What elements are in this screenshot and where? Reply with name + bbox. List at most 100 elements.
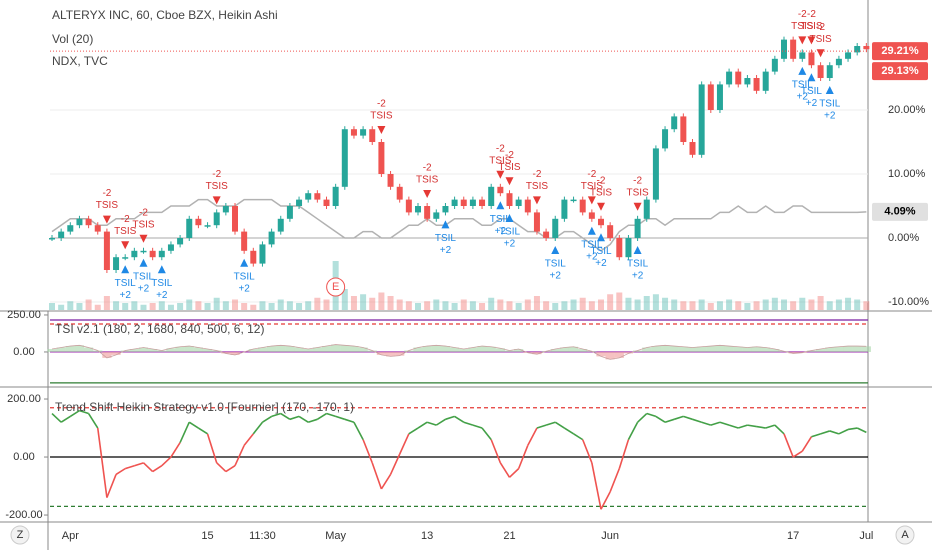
strategy-segment — [719, 421, 730, 426]
long-arrow — [597, 233, 605, 242]
volume-bar — [716, 301, 723, 310]
y-tick-label: 0.00 — [13, 346, 34, 358]
area-slice — [715, 345, 725, 352]
strategy-segment — [646, 412, 657, 418]
volume-bar — [781, 299, 787, 310]
short-arrow — [377, 126, 386, 135]
strategy-segment — [747, 424, 757, 428]
candle-body — [360, 129, 367, 136]
strategy-segment — [435, 418, 446, 426]
signal-qty: +2 — [119, 290, 131, 301]
area-slice — [422, 346, 432, 352]
auto-button[interactable] — [895, 525, 915, 545]
candle-body — [433, 212, 440, 219]
signal-qty: -2 — [798, 9, 807, 20]
indicator-title: TSI v2.1 (180, 2, 1680, 840, 500, 6, 12) — [55, 322, 264, 336]
area-slice — [651, 346, 661, 352]
area-slice — [678, 346, 688, 352]
zoom-button[interactable] — [10, 525, 30, 545]
signal-label: TSIL — [133, 271, 155, 282]
strategy-segment — [692, 418, 702, 423]
strategy-segment — [134, 462, 144, 467]
signal-label: TSIL — [819, 99, 841, 110]
zoom-button-label: Z — [17, 529, 24, 541]
area-slice — [468, 347, 478, 352]
strategy-segment — [829, 430, 840, 435]
area-slice — [495, 348, 505, 352]
strategy-segment — [508, 468, 520, 478]
volume-bar — [671, 299, 678, 310]
candle-body — [543, 231, 550, 239]
strategy-segment — [618, 439, 630, 469]
candle-body — [424, 206, 431, 219]
strategy-segment — [216, 462, 227, 473]
candle-body — [177, 238, 184, 245]
x-tick-label: Jul — [859, 530, 873, 542]
area-slice — [202, 349, 213, 352]
area-slice — [120, 350, 130, 352]
candle-body — [186, 218, 193, 239]
candle-body — [350, 129, 357, 136]
candle-body — [469, 199, 476, 207]
candle-body — [479, 199, 486, 207]
x-tick-label: 13 — [421, 530, 433, 542]
area-slice — [843, 346, 853, 352]
y-tick-label: 200.00 — [7, 393, 41, 405]
signal-qty: -2 — [212, 169, 221, 180]
volume-bar — [469, 301, 476, 310]
area-slice — [376, 351, 386, 355]
strategy-segment — [756, 425, 766, 429]
area-slice — [102, 351, 112, 358]
candle-body — [94, 225, 101, 232]
area-slice — [751, 346, 762, 352]
candle-body — [158, 250, 165, 258]
volume-bar — [726, 299, 733, 310]
volume-bar — [515, 303, 522, 310]
area-slice — [816, 349, 826, 352]
candle-body — [76, 218, 83, 226]
area-slice — [697, 346, 707, 352]
strategy-segment — [563, 427, 574, 435]
volume-bar — [524, 299, 531, 310]
area-slice — [450, 347, 460, 352]
signal-qty: -2 — [139, 207, 148, 218]
candle-body — [232, 206, 238, 232]
signal-label: TSIL — [590, 246, 612, 257]
candle-body — [863, 46, 870, 50]
candle-body — [835, 58, 842, 66]
short-arrow — [121, 241, 130, 250]
y-tick-label: -200.00 — [5, 509, 42, 521]
volume-bar — [158, 301, 165, 310]
strategy-segment — [51, 412, 62, 423]
strategy-segment — [847, 427, 858, 431]
area-slice — [486, 346, 496, 352]
area-slice — [212, 350, 222, 352]
volume-bar — [369, 297, 376, 310]
volume-bar — [579, 297, 586, 310]
candle-body — [790, 39, 797, 59]
event-marker — [326, 277, 346, 297]
strategy-segment — [490, 439, 502, 464]
area-slice — [559, 347, 569, 352]
signal-qty: +2 — [156, 290, 168, 301]
volume-bar — [808, 299, 815, 310]
long-arrow — [121, 265, 130, 274]
candle-body — [570, 199, 577, 202]
candle-body — [716, 84, 723, 111]
short-arrow — [798, 36, 807, 45]
volume-bar — [735, 301, 742, 310]
volume-bar — [753, 301, 760, 310]
strategy-title: Trend Shift Heikin Strategy v1.0 [Fourni… — [55, 400, 354, 414]
area-slice — [614, 351, 624, 358]
volume-bar — [204, 303, 211, 310]
signal-qty: +2 — [495, 226, 507, 237]
strategy-segment — [811, 433, 821, 438]
volume-bar — [378, 292, 385, 310]
signal-qty: -2 — [121, 214, 130, 225]
volume-bar — [350, 296, 357, 310]
volume-bar — [113, 301, 120, 310]
candle-body — [131, 250, 138, 258]
candle-body — [58, 231, 65, 239]
price-badge-label: 29.13% — [881, 65, 919, 77]
